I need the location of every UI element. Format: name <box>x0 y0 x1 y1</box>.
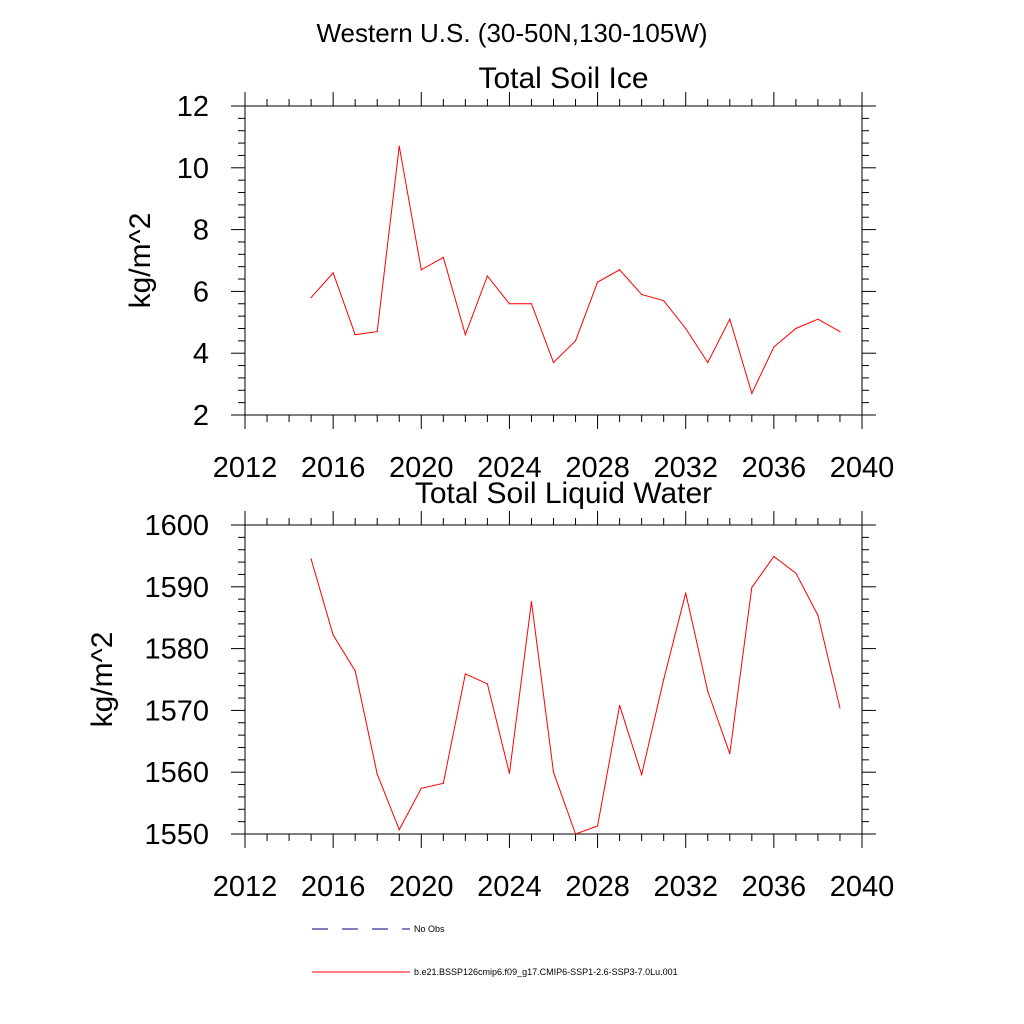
y-tick-label: 8 <box>193 215 209 247</box>
data-point <box>420 269 422 271</box>
data-point <box>420 787 422 789</box>
x-tick-label: 2040 <box>830 871 895 903</box>
x-tick-label: 2032 <box>653 871 718 903</box>
x-tick-label: 2020 <box>389 452 454 484</box>
data-point <box>795 572 797 574</box>
data-point <box>773 346 775 348</box>
data-point <box>530 601 533 603</box>
data-point <box>773 555 775 558</box>
legend-label: No Obs <box>414 924 445 934</box>
data-point <box>464 673 466 675</box>
data-point <box>398 829 400 831</box>
x-tick-label: 2028 <box>565 452 630 484</box>
data-point <box>596 281 599 283</box>
x-tick-label: 2032 <box>653 452 718 484</box>
data-point <box>663 300 665 302</box>
data-point <box>552 771 555 773</box>
data-point <box>354 670 356 672</box>
x-tick-label: 2016 <box>301 871 366 903</box>
data-point <box>486 683 488 685</box>
data-point <box>530 303 533 305</box>
y-tick-label: 12 <box>177 91 209 123</box>
data-point <box>574 340 577 342</box>
y-tick-label: 1580 <box>144 634 209 666</box>
y-tick-label: 1600 <box>144 510 209 542</box>
x-tick-label: 2036 <box>742 452 807 484</box>
x-tick-label: 2012 <box>213 452 278 484</box>
data-point <box>839 707 841 709</box>
data-point <box>354 334 356 336</box>
legend-label: b.e21.BSSP126cmip6.f09_g17.CMIP6-SSP1-2.… <box>414 967 678 977</box>
data-point <box>685 592 687 594</box>
chart-panel: Total Soil Ice 2012 2016 2020 2024 2028 2032 20… <box>124 62 894 484</box>
data-point <box>442 782 444 784</box>
data-point <box>376 330 378 333</box>
series-line <box>310 146 841 395</box>
data-point <box>508 303 511 305</box>
data-point <box>817 614 819 616</box>
y-tick-label: 1590 <box>144 572 209 604</box>
y-axis-label: kg/m^2 <box>124 213 157 309</box>
data-point <box>641 774 643 776</box>
data-point <box>310 558 312 560</box>
data-point <box>751 586 753 589</box>
x-tick-label: 2016 <box>301 452 366 484</box>
data-point <box>729 318 731 320</box>
x-tick-label: 2020 <box>389 871 454 903</box>
panel-title: Total Soil Liquid Water <box>415 477 712 510</box>
x-tick-label: 2024 <box>477 452 542 484</box>
data-point <box>508 772 511 775</box>
plot-frame <box>244 524 863 835</box>
data-point <box>464 334 466 336</box>
data-point <box>663 678 665 681</box>
data-point <box>310 296 312 299</box>
x-tick-label: 2040 <box>830 452 895 484</box>
chart-panel: Total Soil Liquid Water 2012 2016 2020 2024 2… <box>86 477 894 903</box>
y-tick-label: 1570 <box>144 695 209 727</box>
x-tick-label: 2024 <box>477 871 542 903</box>
data-point <box>641 293 643 296</box>
page-title: Western U.S. (30-50N,130-105W) <box>316 18 707 48</box>
data-point <box>751 392 753 394</box>
data-point <box>376 773 378 775</box>
data-point <box>839 330 841 333</box>
y-tick-label: 4 <box>193 338 209 370</box>
y-tick-label: 10 <box>177 153 209 185</box>
y-tick-label: 1550 <box>144 819 209 851</box>
data-point <box>332 634 334 636</box>
series-line <box>310 555 841 835</box>
chart-panels: Total Soil Ice 2012 2016 2020 2024 2028 2032 20… <box>86 62 894 903</box>
plot-frame <box>244 105 863 416</box>
data-point <box>685 327 687 330</box>
x-tick-label: 2028 <box>565 871 630 903</box>
data-point <box>574 833 577 835</box>
x-tick-label: 2036 <box>742 871 807 903</box>
y-axis-label: kg/m^2 <box>86 632 119 728</box>
data-point <box>332 272 334 274</box>
panel-title: Total Soil Ice <box>478 62 648 95</box>
data-point <box>795 327 797 330</box>
data-point <box>729 753 731 755</box>
y-tick-label: 1560 <box>144 757 209 789</box>
data-point <box>596 825 599 827</box>
data-point <box>552 361 555 364</box>
y-tick-label: 6 <box>193 276 209 308</box>
data-point <box>619 704 621 707</box>
data-point <box>398 145 400 147</box>
data-point <box>817 318 819 320</box>
data-point <box>619 269 621 271</box>
y-tick-label: 2 <box>193 400 209 432</box>
chart-legend: No Obs b.e21.BSSP126cmip6.f09_g17.CMIP6-S… <box>312 924 678 977</box>
data-point <box>442 256 444 259</box>
data-point <box>707 690 709 692</box>
data-point <box>486 275 488 277</box>
x-tick-label: 2012 <box>213 871 278 903</box>
data-point <box>707 361 709 364</box>
